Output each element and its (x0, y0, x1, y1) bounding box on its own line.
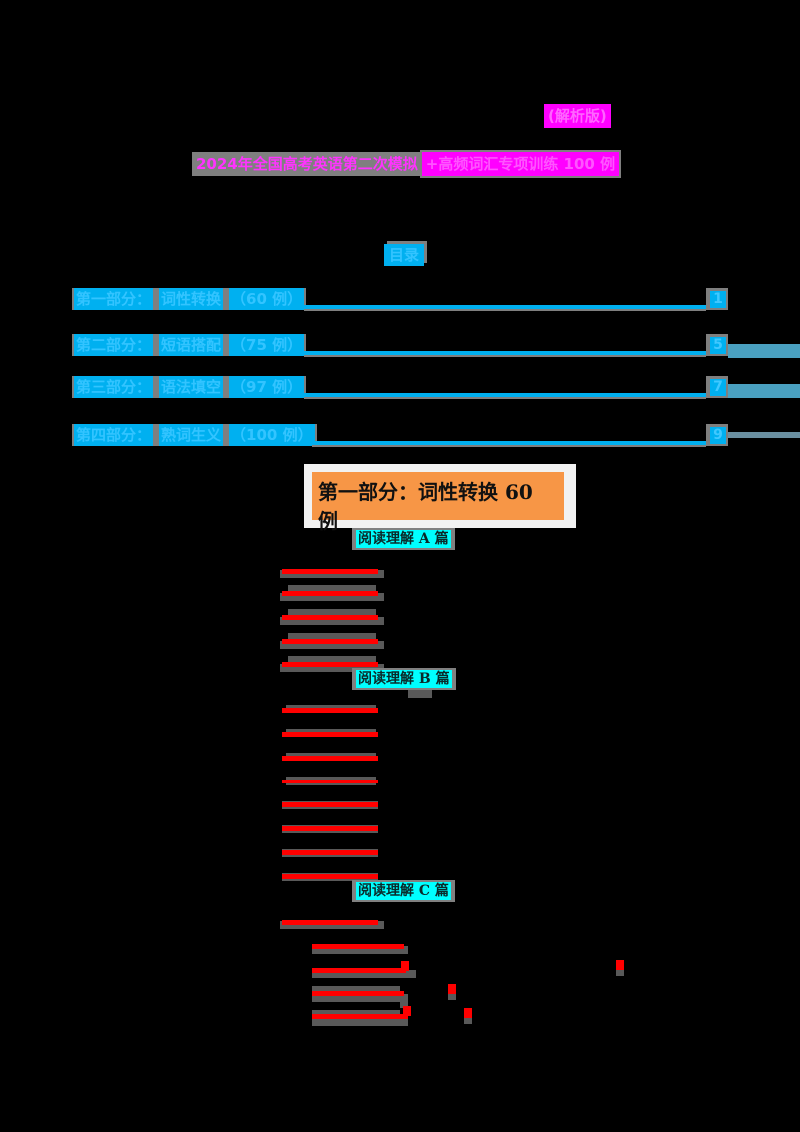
toc-topic: 语法填空 (159, 376, 224, 398)
toc-page-number: 5 (706, 334, 728, 356)
toc-part: 第三部分： (74, 376, 154, 398)
underline (282, 756, 378, 761)
toc-item-label: 第一部分： 词性转换 （60 例） (72, 288, 307, 310)
toc-leader (304, 305, 706, 309)
underline (312, 968, 406, 973)
highlight-extension (728, 432, 800, 438)
underline (312, 944, 404, 949)
answer-blank (280, 921, 384, 929)
answer-blank (312, 946, 408, 954)
answer-blank (288, 585, 376, 593)
answer-blank (288, 609, 376, 617)
answer-blank (288, 656, 376, 664)
toc-page-number: 9 (706, 424, 728, 446)
toc-item-label: 第二部分： 短语搭配 （75 例） (72, 334, 307, 356)
underline (282, 826, 378, 831)
part-heading: 第一部分：词性转换 60 例 (312, 472, 564, 533)
toc-part: 第一部分： (74, 288, 154, 310)
section-label-c: 阅读理解 C 篇 (352, 880, 455, 902)
title-part-1: 2024年全国高考英语第二次模拟 (192, 152, 422, 176)
highlight-extension (728, 384, 800, 398)
answer-blank (312, 986, 400, 994)
highlight-fragment (408, 690, 432, 698)
answer-blank (448, 990, 456, 1000)
answer-blank (312, 1018, 408, 1026)
section-label-text: 阅读理解 A 篇 (356, 530, 451, 548)
answer-blank (464, 1014, 472, 1024)
underline (282, 662, 378, 667)
title-part-2: +高频词汇专项训练 100 例 (419, 150, 622, 178)
underline (282, 615, 378, 620)
underline (312, 991, 404, 996)
answer-blank (280, 570, 384, 578)
answer-blank (280, 664, 384, 672)
toc-page-number: 7 (706, 376, 728, 398)
toc-item-2[interactable]: 第二部分： 短语搭配 （75 例） 5 (72, 334, 800, 358)
toc-page-number: 1 (706, 288, 728, 310)
toc-item-3[interactable]: 第三部分： 语法填空 （97 例） 7 (72, 376, 800, 400)
answer-mark (401, 961, 409, 971)
answer-blank (400, 1000, 408, 1008)
answer-blank (280, 641, 384, 649)
toc-topic: 熟词生义 (159, 424, 224, 446)
underline (282, 780, 378, 783)
underline (282, 850, 378, 855)
document-title: 2024年全国高考英语第二次模拟 +高频词汇专项训练 100 例 (192, 150, 622, 178)
answer-mark (616, 960, 624, 970)
underline (282, 591, 378, 596)
answer-blank (288, 633, 376, 641)
toc-leader (304, 351, 706, 355)
toc-topic: 词性转换 (159, 288, 224, 310)
answer-blank (280, 617, 384, 625)
underline (312, 1014, 408, 1019)
toc-item-4[interactable]: 第四部分： 熟词生义 （100 例） 9 (72, 424, 800, 448)
underline (282, 802, 378, 807)
section-label-text: 阅读理解 C 篇 (356, 882, 451, 900)
toc-count: （60 例） (229, 288, 305, 310)
section-label-a: 阅读理解 A 篇 (352, 528, 455, 550)
toc-item-label: 第四部分： 熟词生义 （100 例） (72, 424, 317, 446)
edition-tag: (解析版) (544, 104, 611, 128)
toc-leader (304, 393, 706, 397)
section-label-text: 阅读理解 B 篇 (356, 670, 452, 688)
answer-mark (448, 984, 456, 994)
toc-topic: 短语搭配 (159, 334, 224, 356)
toc-item-label: 第三部分： 语法填空 （97 例） (72, 376, 307, 398)
answer-mark (464, 1008, 472, 1018)
toc-part: 第四部分： (74, 424, 154, 446)
answer-mark (403, 1006, 411, 1016)
part-heading-box: 第一部分：词性转换 60 例 (304, 464, 576, 533)
underline (282, 569, 378, 574)
underline (282, 732, 378, 737)
answer-blank (616, 966, 624, 976)
answer-blank (280, 593, 384, 601)
answer-blank (312, 994, 408, 1002)
toc-count: （75 例） (229, 334, 305, 356)
toc-leader (312, 441, 706, 445)
underline (282, 639, 378, 644)
underline (282, 874, 378, 879)
toc-part: 第二部分： (74, 334, 154, 356)
underline (282, 920, 378, 925)
answer-blank (312, 970, 416, 978)
highlight-extension (728, 344, 800, 358)
section-label-b: 阅读理解 B 篇 (352, 668, 456, 690)
toc-count: （100 例） (229, 424, 315, 446)
toc-title: 目录 (384, 244, 424, 266)
underline (282, 708, 378, 713)
toc-item-1[interactable]: 第一部分： 词性转换 （60 例） 1 (72, 288, 800, 312)
toc-count: （97 例） (229, 376, 305, 398)
